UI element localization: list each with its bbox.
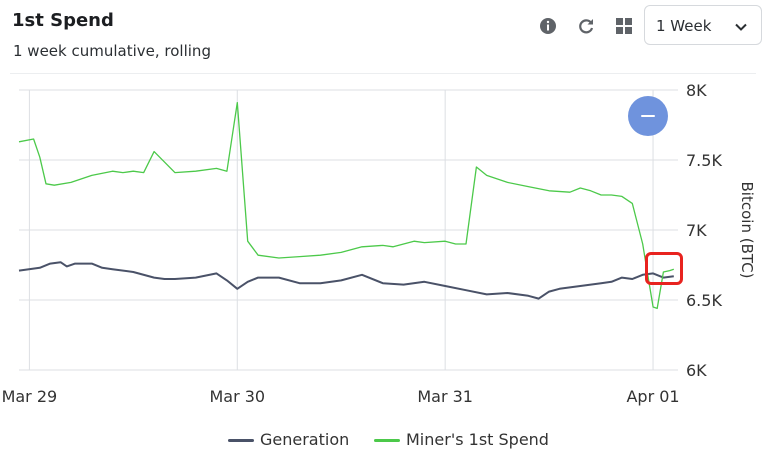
- chart-title: 1st Spend: [12, 10, 114, 31]
- chart-subtitle: 1 week cumulative, rolling: [13, 42, 211, 60]
- legend-label-first-spend: Miner's 1st Spend: [406, 430, 549, 449]
- reset-zoom-button[interactable]: [628, 96, 668, 136]
- series-line-generation: [18, 261, 674, 300]
- y-tick-label: 7.5K: [686, 151, 722, 170]
- header-divider: [10, 73, 756, 74]
- chevron-down-icon: [735, 23, 747, 31]
- range-select[interactable]: 1 Week: [644, 5, 762, 45]
- y-tick-label: 6K: [686, 361, 707, 380]
- info-icon[interactable]: [537, 15, 559, 37]
- y-tick-label: 7K: [686, 221, 707, 240]
- x-tick-label: Mar 31: [417, 387, 473, 406]
- series-line-first-spend: [18, 101, 675, 310]
- minus-icon: [641, 115, 655, 117]
- x-tick-label: Mar 30: [209, 387, 265, 406]
- y-tick-label: 8K: [686, 81, 707, 100]
- range-select-value: 1 Week: [656, 17, 712, 35]
- line-chart: 6K 6.5K 7K 7.5K 8K Mar 29 Mar 30 Mar 31 Apr 01 Bi…: [2, 81, 756, 406]
- x-tick-label: Apr 01: [626, 387, 679, 406]
- x-tick-label: Mar 29: [2, 387, 58, 406]
- refresh-icon[interactable]: [575, 15, 597, 37]
- y-axis-title: Bitcoin (BTC): [738, 182, 756, 279]
- highlight-box: [645, 252, 683, 285]
- legend-item-first-spend[interactable]: Miner's 1st Spend: [374, 430, 554, 450]
- legend-item-generation[interactable]: Generation: [228, 430, 358, 450]
- legend-swatch-first-spend: [374, 439, 400, 442]
- legend-label-generation: Generation: [260, 430, 350, 449]
- legend-swatch-generation: [228, 439, 254, 442]
- y-tick-label: 6.5K: [686, 291, 722, 310]
- grid-icon[interactable]: [613, 15, 635, 37]
